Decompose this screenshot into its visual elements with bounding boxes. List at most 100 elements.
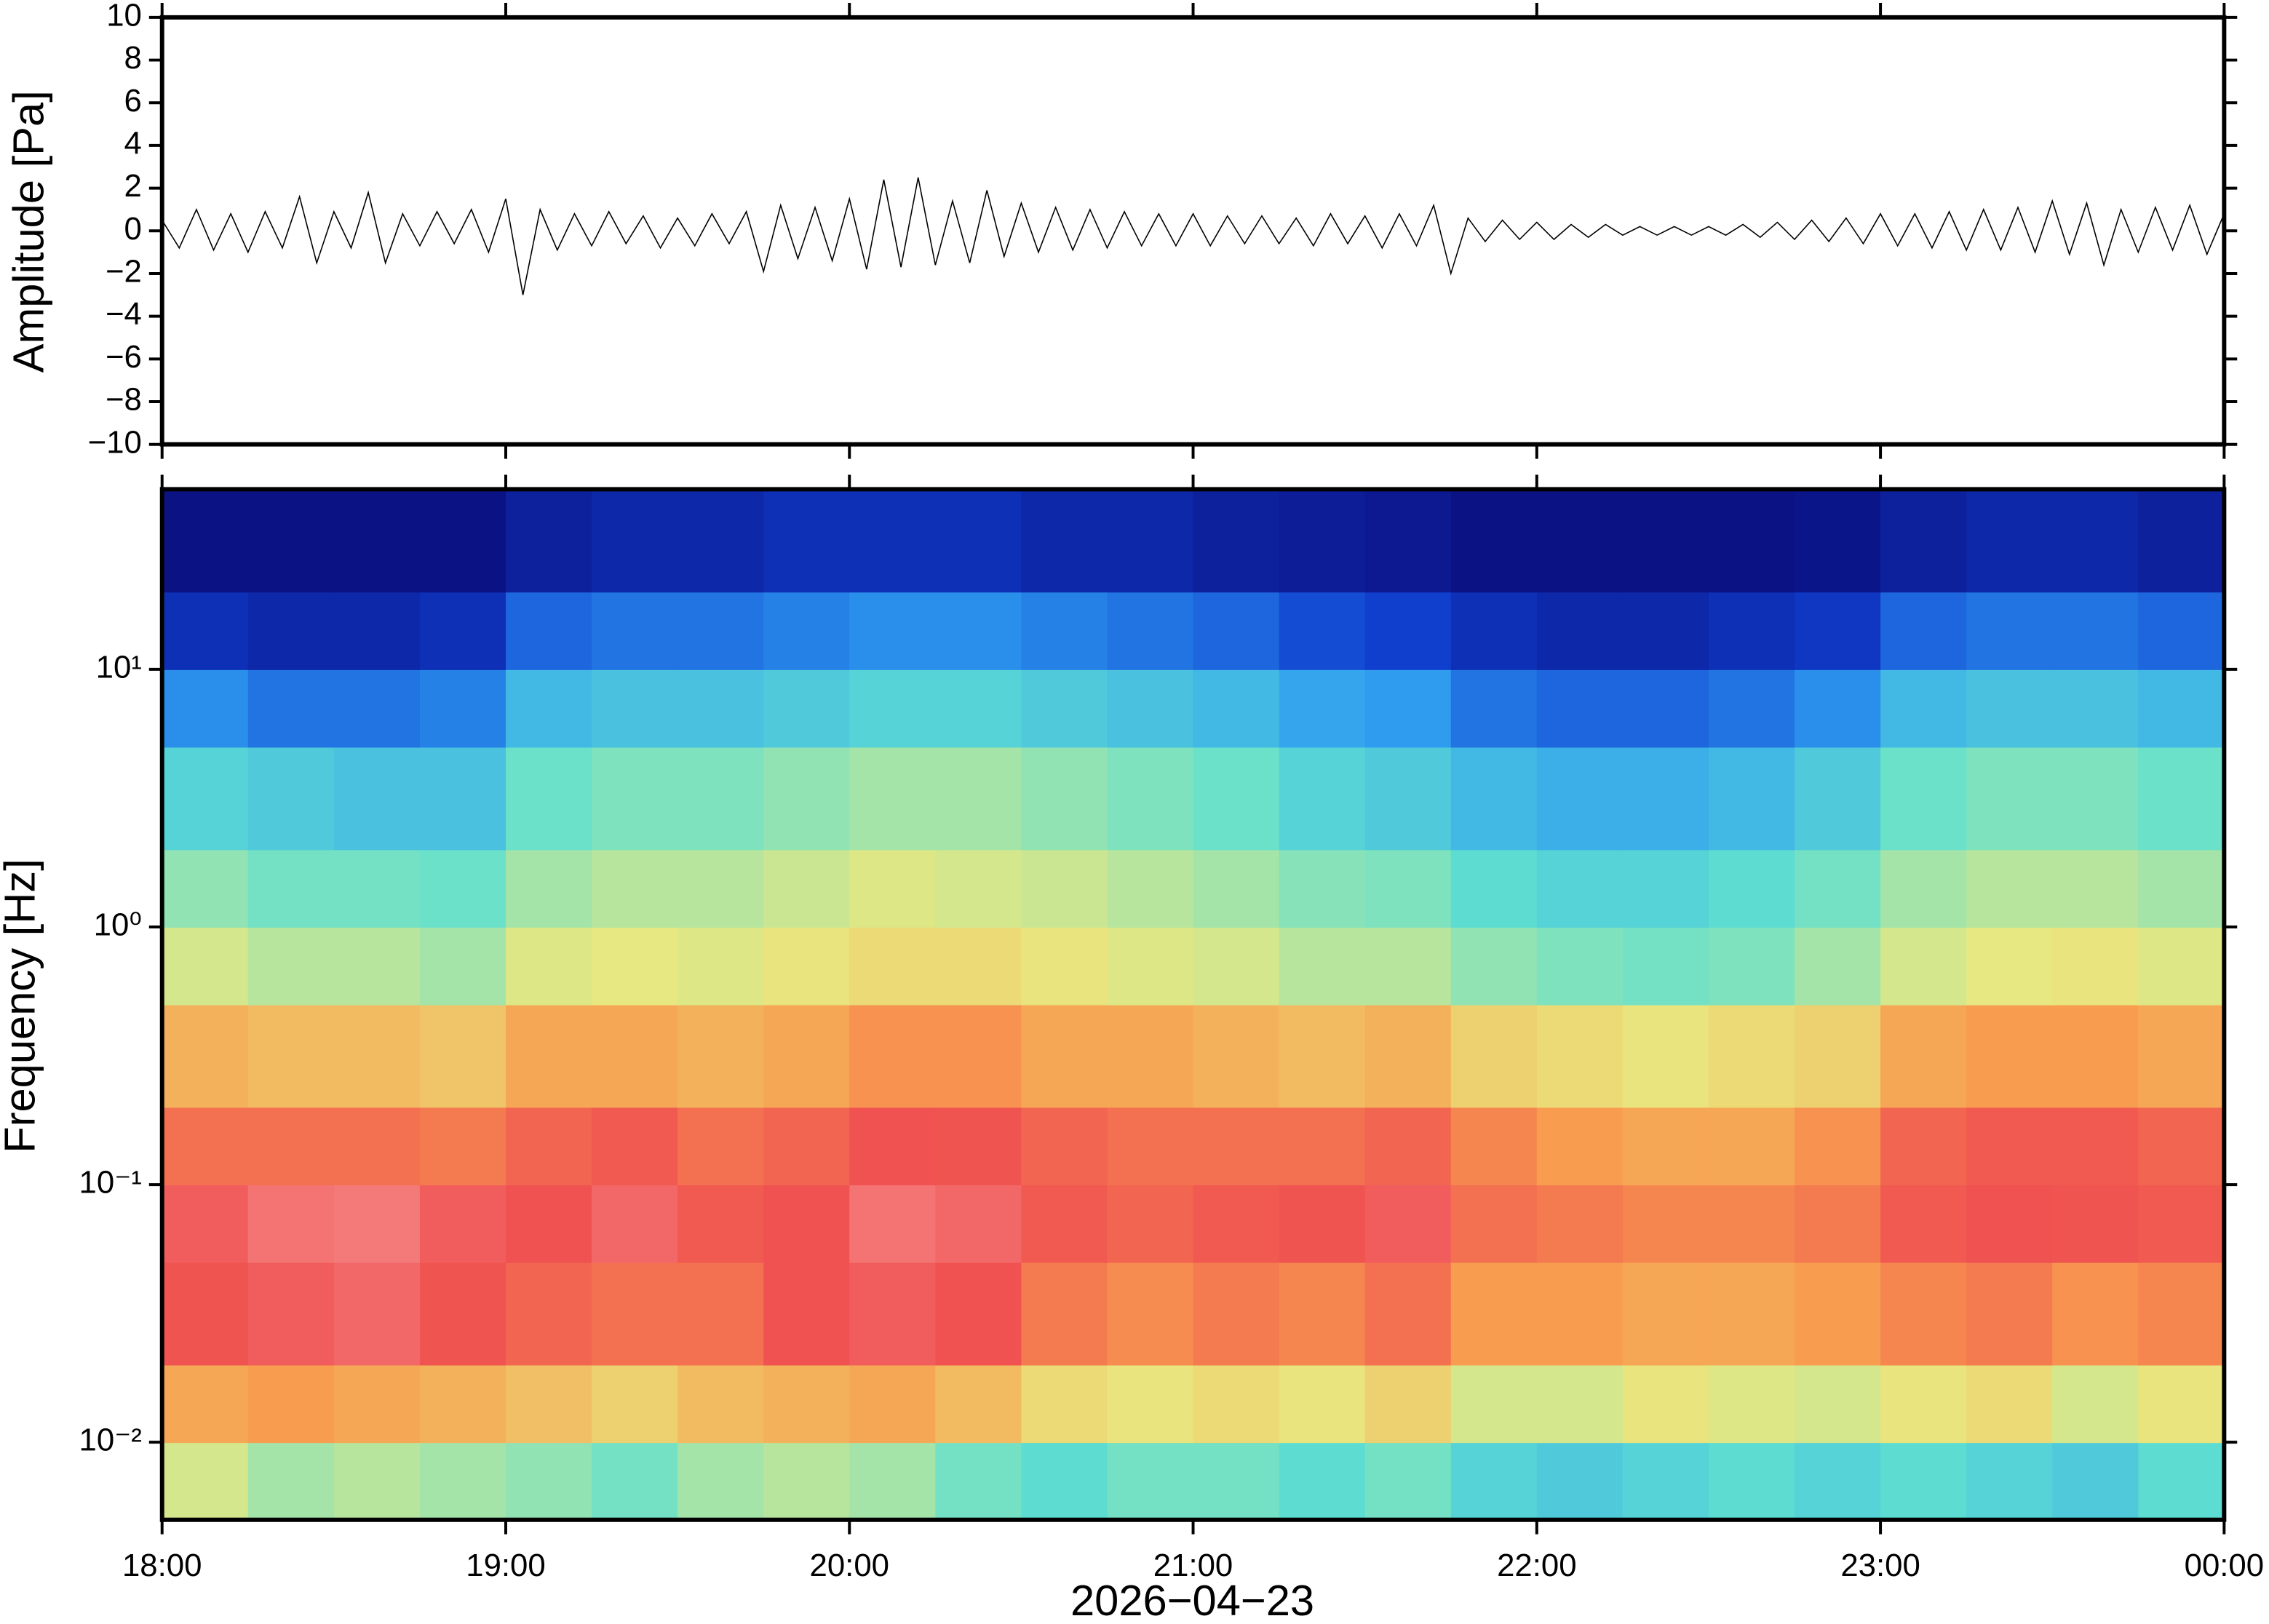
- spectrogram-cell: [592, 1004, 679, 1108]
- spectrogram-cell: [592, 1107, 679, 1186]
- y-tick-label: 10: [106, 0, 142, 33]
- spectrogram-cell: [1193, 1442, 1280, 1521]
- y-axis-label: Amplitude [Pa]: [4, 90, 53, 373]
- spectrogram-cell: [677, 1442, 765, 1521]
- spectrogram-cell: [2138, 926, 2225, 1006]
- spectrogram-cell: [1966, 1185, 2054, 1263]
- spectrogram-cell: [2138, 1004, 2225, 1108]
- spectrogram-cell: [1193, 926, 1280, 1006]
- spectrogram-cell: [2138, 1185, 2225, 1263]
- spectrogram-cell: [1795, 1107, 1882, 1186]
- spectrogram-cell: [1021, 1442, 1108, 1521]
- spectrogram-cell: [1622, 1004, 1709, 1108]
- spectrogram-cell: [1450, 849, 1538, 928]
- spectrogram-cell: [1966, 926, 2054, 1006]
- spectrogram-cell: [1107, 849, 1194, 928]
- spectrogram-cell: [592, 1185, 679, 1263]
- waveform: [162, 177, 2225, 295]
- spectrogram-cell: [419, 747, 506, 851]
- spectrogram-cell: [419, 1262, 506, 1366]
- spectrogram-cell: [333, 1107, 421, 1186]
- spectrogram-cell: [1279, 669, 1366, 748]
- y-tick-label: −10: [88, 424, 142, 460]
- spectrogram-cell: [333, 1364, 421, 1444]
- spectrogram-cell: [763, 489, 851, 593]
- spectrogram-cell: [2052, 669, 2139, 748]
- spectrogram-cell: [333, 489, 421, 593]
- spectrogram-cell: [505, 592, 593, 670]
- x-axis-label: 2026−04−23: [1070, 1576, 1314, 1624]
- spectrogram-cell: [1622, 747, 1709, 851]
- spectrogram-cell: [1279, 926, 1366, 1006]
- spectrogram-cell: [1279, 747, 1366, 851]
- spectrogram-cell: [1193, 1364, 1280, 1444]
- spectrogram-cell: [419, 849, 506, 928]
- spectrogram-cell: [1622, 1262, 1709, 1366]
- spectrogram-cell: [162, 1185, 249, 1263]
- spectrogram-cell: [1021, 1185, 1108, 1263]
- spectrogram-cell: [1364, 592, 1452, 670]
- spectrogram-cell: [247, 1262, 335, 1366]
- spectrogram-cell: [677, 1364, 765, 1444]
- x-tick-label: 19:00: [466, 1548, 545, 1583]
- spectrogram-cell: [592, 1442, 679, 1521]
- x-tick-label: 20:00: [810, 1548, 889, 1583]
- spectrogram-cell: [247, 747, 335, 851]
- spectrogram-cell: [849, 1004, 937, 1108]
- spectrogram-cell: [162, 669, 249, 748]
- spectrogram-cell: [2138, 849, 2225, 928]
- spectrogram-cell: [505, 1262, 593, 1366]
- spectrogram-cell: [1021, 489, 1108, 593]
- spectrogram-cell: [333, 1185, 421, 1263]
- spectrogram-cell: [1966, 1364, 2054, 1444]
- x-tick-label: 18:00: [122, 1548, 202, 1583]
- spectrogram-cell: [1880, 1262, 1968, 1366]
- spectrogram-cell: [1450, 1262, 1538, 1366]
- spectrogram-cell: [1536, 592, 1624, 670]
- spectrogram-cell: [1021, 849, 1108, 928]
- spectrogram-cell: [1622, 1185, 1709, 1263]
- spectrogram-cell: [1021, 1262, 1108, 1366]
- spectrogram-cell: [162, 1262, 249, 1366]
- spectrogram-cell: [1021, 926, 1108, 1006]
- spectrogram-cell: [763, 1185, 851, 1263]
- spectrogram-cell: [247, 1185, 335, 1263]
- spectrogram-cell: [1107, 489, 1194, 593]
- spectrogram-cell: [1107, 592, 1194, 670]
- spectrogram-cell: [1622, 1107, 1709, 1186]
- spectrogram-cell: [162, 849, 249, 928]
- y-tick-label: −8: [106, 382, 142, 418]
- spectrogram-cell: [849, 747, 937, 851]
- spectrogram-cell: [247, 849, 335, 928]
- spectrogram-cell: [763, 849, 851, 928]
- spectrogram-cell: [247, 1442, 335, 1521]
- spectrogram-cell: [1708, 669, 1796, 748]
- spectrogram-cell: [247, 1364, 335, 1444]
- spectrogram-cell: [592, 1364, 679, 1444]
- spectrogram-cell: [1536, 849, 1624, 928]
- spectrogram-cell: [1107, 1107, 1194, 1186]
- spectrogram-cell: [162, 747, 249, 851]
- spectrogram-cell: [1966, 489, 2054, 593]
- spectrogram-cell: [1364, 669, 1452, 748]
- spectrogram-cell: [1364, 1107, 1452, 1186]
- spectrogram-cell: [1880, 1185, 1968, 1263]
- spectrogram-cell: [849, 1364, 937, 1444]
- spectrogram-cell: [2138, 1364, 2225, 1444]
- y-tick-label: 0: [124, 211, 142, 247]
- spectrogram-cell: [1193, 1185, 1280, 1263]
- spectrogram-cell: [333, 747, 421, 851]
- spectrogram-cell: [1795, 1364, 1882, 1444]
- y-tick-label: −6: [106, 339, 142, 375]
- spectrogram-cell: [1622, 669, 1709, 748]
- spectrogram-cell: [333, 669, 421, 748]
- spectrogram-cell: [1536, 489, 1624, 593]
- spectrogram-cell: [505, 1442, 593, 1521]
- spectrogram-cell: [1450, 747, 1538, 851]
- spectrogram-cell: [1450, 926, 1538, 1006]
- spectrogram-cell: [935, 592, 1022, 670]
- spectrogram-cell: [2138, 1107, 2225, 1186]
- y-tick-label: 10¹: [96, 649, 142, 685]
- spectrogram-cell: [1279, 1004, 1366, 1108]
- spectrogram-cell: [1880, 1107, 1968, 1186]
